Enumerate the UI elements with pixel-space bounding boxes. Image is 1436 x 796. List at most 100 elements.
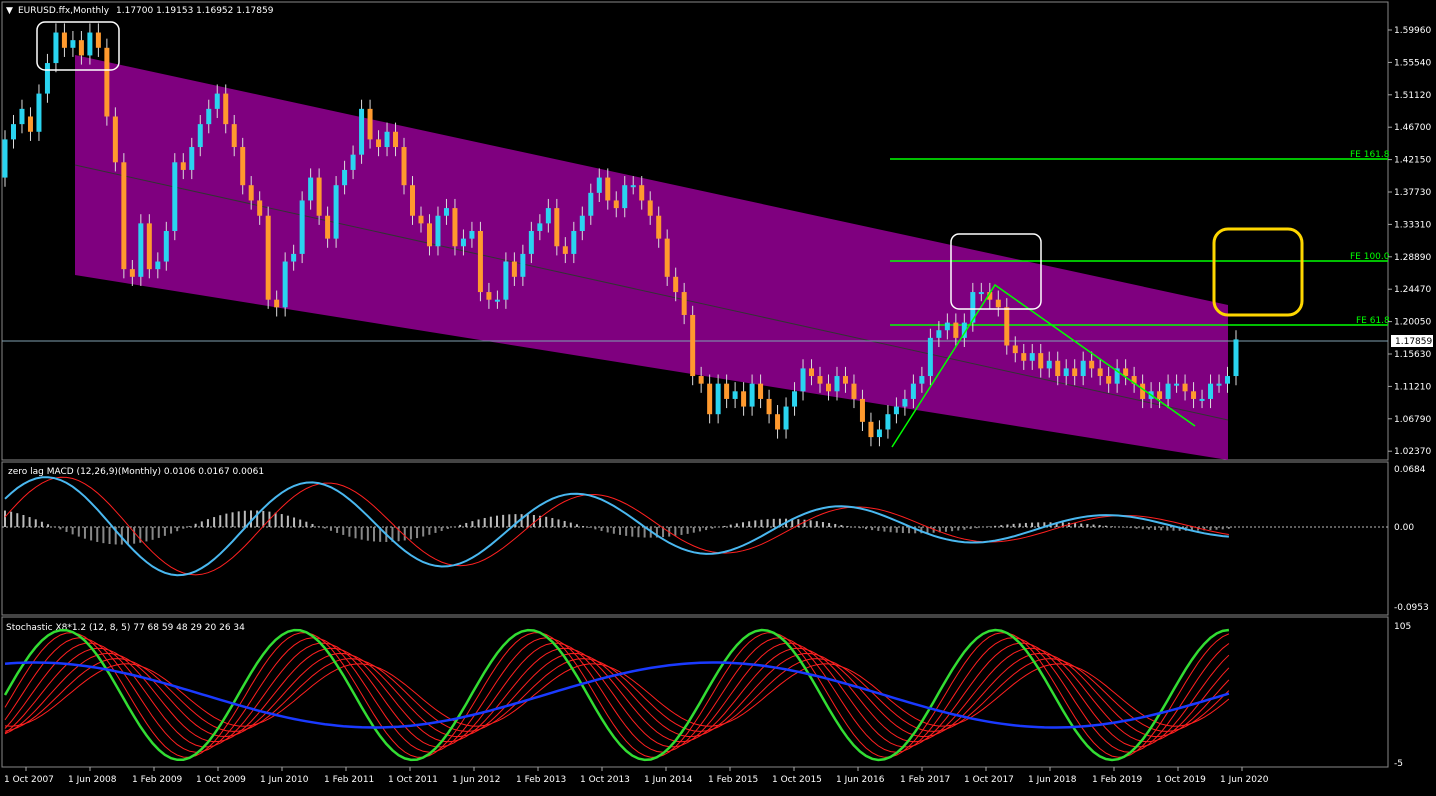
candle-body bbox=[443, 208, 449, 216]
candle-body bbox=[172, 162, 178, 231]
candle-body bbox=[87, 32, 93, 56]
candle-body bbox=[274, 299, 280, 308]
candle-body bbox=[690, 314, 696, 377]
candle-body bbox=[758, 383, 764, 399]
time-tick-label: 1 Oct 2017 bbox=[964, 775, 1014, 785]
chart-title-icon: ▼ bbox=[6, 6, 13, 16]
time-axis: 1 Oct 2007 1 Jun 2008 1 Feb 2009 1 Oct 2009… bbox=[4, 767, 1269, 785]
candle-body bbox=[265, 215, 271, 300]
time-tick-label: 1 Oct 2009 bbox=[196, 775, 246, 785]
candle-body bbox=[1114, 368, 1120, 384]
candle-body bbox=[732, 391, 738, 399]
candle-body bbox=[214, 93, 220, 109]
candle-body bbox=[673, 276, 679, 293]
stochastic-panel[interactable] bbox=[1, 616, 1389, 768]
candle-body bbox=[825, 383, 831, 392]
current-price-text: 1.17859 bbox=[1395, 337, 1432, 347]
candle-body bbox=[876, 429, 882, 438]
candle-body bbox=[155, 261, 161, 270]
candle-body bbox=[528, 231, 534, 254]
candle-body bbox=[240, 147, 246, 186]
candle-body bbox=[707, 383, 713, 415]
stoch-scale-top: 105 bbox=[1394, 622, 1411, 632]
candle-body bbox=[1182, 383, 1188, 392]
price-tick-label: 1.24470 bbox=[1394, 285, 1431, 295]
candle-body bbox=[545, 208, 551, 224]
candle-body bbox=[1165, 383, 1171, 399]
candle-body bbox=[291, 253, 297, 262]
macd-panel[interactable] bbox=[1, 461, 1389, 616]
candle-body bbox=[1106, 376, 1112, 384]
candle-body bbox=[1072, 368, 1078, 377]
candle-body bbox=[325, 215, 331, 239]
time-tick-label: 1 Jun 2008 bbox=[68, 775, 117, 785]
candles-group bbox=[2, 23, 1239, 447]
candle-body bbox=[393, 131, 399, 148]
candle-body bbox=[1199, 398, 1205, 401]
candle-body bbox=[1080, 360, 1086, 377]
candle-body bbox=[741, 391, 747, 407]
candle-body bbox=[223, 93, 229, 125]
candle-body bbox=[800, 368, 806, 392]
candle-body bbox=[36, 93, 42, 132]
macd-scale-top: 0.0684 bbox=[1394, 465, 1426, 475]
target-zone-box bbox=[1212, 227, 1304, 317]
candle-body bbox=[1225, 376, 1231, 384]
candle-body bbox=[426, 223, 432, 247]
time-tick-label: 1 Feb 2011 bbox=[324, 775, 374, 785]
candle-body bbox=[630, 185, 636, 188]
macd-main-line bbox=[4, 476, 1229, 577]
candle-body bbox=[78, 40, 84, 56]
time-tick-label: 1 Jun 2020 bbox=[1220, 775, 1269, 785]
candle-body bbox=[206, 108, 212, 125]
candle-body bbox=[53, 32, 59, 64]
candle-body bbox=[19, 108, 25, 125]
candle-body bbox=[316, 177, 322, 216]
candle-body bbox=[121, 162, 127, 270]
candle-body bbox=[511, 261, 517, 277]
candle-body bbox=[639, 185, 645, 201]
candle-body bbox=[775, 414, 781, 430]
stochastic-lines bbox=[3, 628, 1230, 762]
candle-body bbox=[469, 231, 475, 239]
candle-body bbox=[647, 200, 653, 216]
candle-body bbox=[978, 292, 984, 295]
candle-body bbox=[401, 147, 407, 186]
price-tick-label: 1.28890 bbox=[1394, 253, 1431, 263]
candle-body bbox=[27, 116, 33, 132]
candle-body bbox=[299, 200, 305, 254]
candle-body bbox=[359, 108, 365, 155]
candle-body bbox=[919, 376, 925, 384]
candle-body bbox=[842, 376, 848, 384]
candle-body bbox=[1233, 339, 1239, 377]
candle-body bbox=[1208, 383, 1214, 399]
price-tick-label: 1.55540 bbox=[1394, 58, 1431, 68]
time-tick-label: 1 Oct 2013 bbox=[580, 775, 630, 785]
candle-body bbox=[1216, 383, 1222, 386]
stoch-line-red bbox=[4, 637, 1230, 753]
stoch-scale-bottom: -5 bbox=[1394, 759, 1403, 769]
candle-body bbox=[995, 299, 1001, 308]
time-tick-label: 1 Oct 2011 bbox=[388, 775, 438, 785]
current-price-tag bbox=[1391, 335, 1433, 347]
candle-body bbox=[1063, 368, 1069, 377]
candle-body bbox=[868, 421, 874, 438]
candle-body bbox=[664, 238, 670, 277]
price-tick-label: 1.46700 bbox=[1394, 123, 1431, 133]
price-tick-label: 1.20050 bbox=[1394, 318, 1431, 328]
candle-body bbox=[104, 47, 110, 117]
candle-body bbox=[588, 192, 594, 216]
top-highlight-box bbox=[36, 21, 120, 71]
candle-body bbox=[435, 215, 441, 247]
candle-body bbox=[1004, 307, 1010, 346]
price-tick-label: 1.59960 bbox=[1394, 26, 1431, 36]
macd-scale-zero: 0.00 bbox=[1394, 523, 1414, 533]
candle-body bbox=[622, 185, 628, 209]
fe-618-label: FE 61.8 bbox=[1356, 316, 1390, 326]
candle-body bbox=[571, 231, 577, 254]
candle-body bbox=[231, 124, 237, 148]
candle-body bbox=[851, 383, 857, 399]
stoch-line-green bbox=[3, 628, 1230, 762]
